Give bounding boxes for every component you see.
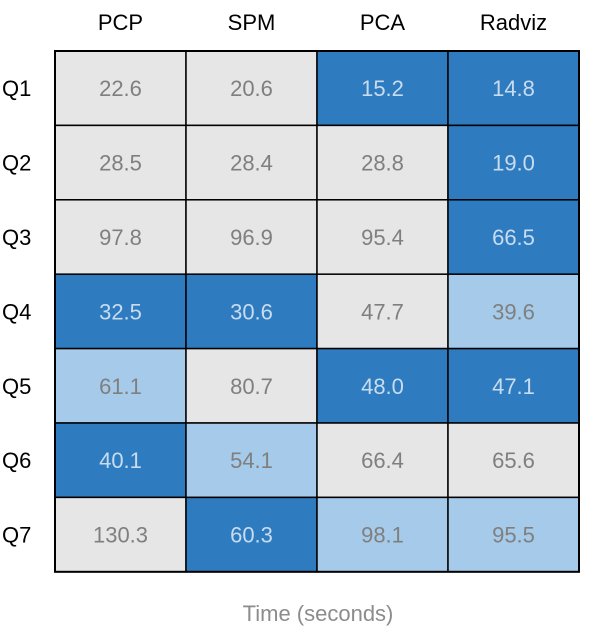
row-label-q1: Q1 bbox=[2, 76, 31, 101]
cell-value-label: 30.6 bbox=[230, 299, 273, 324]
heatmap-border bbox=[54, 50, 580, 573]
row-label-q7: Q7 bbox=[2, 523, 31, 548]
column-label-pcp: PCP bbox=[98, 10, 143, 35]
heatmap-cell-q7-radviz bbox=[447, 496, 580, 573]
heatmap-cell-q5-radviz bbox=[447, 347, 580, 424]
heatmap-cell-q6-spm bbox=[185, 422, 318, 499]
cell-value-label: 39.6 bbox=[492, 299, 535, 324]
heatmap-cell-q4-spm bbox=[185, 273, 318, 350]
cell-value-label: 48.0 bbox=[361, 374, 404, 399]
column-label-radviz: Radviz bbox=[480, 10, 547, 35]
cell-value-label: 22.6 bbox=[99, 76, 142, 101]
heatmap-cell-q2-spm bbox=[185, 124, 318, 201]
cell-value-label: 65.6 bbox=[492, 448, 535, 473]
cell-value-label: 40.1 bbox=[99, 448, 142, 473]
heatmap-cell-q7-pca bbox=[316, 496, 449, 573]
heatmap-cell-q3-radviz bbox=[447, 199, 580, 275]
cell-value-label: 60.3 bbox=[230, 523, 273, 548]
cell-value-label: 97.8 bbox=[99, 225, 142, 250]
cell-value-label: 95.4 bbox=[361, 225, 404, 250]
cell-value-label: 28.4 bbox=[230, 151, 273, 176]
heatmap-cell-q5-pca bbox=[316, 347, 449, 424]
cell-value-label: 54.1 bbox=[230, 448, 273, 473]
cell-value-label: 15.2 bbox=[361, 76, 404, 101]
cell-value-label: 19.0 bbox=[492, 151, 535, 176]
row-label-q4: Q4 bbox=[2, 299, 31, 324]
heatmap-cell-q3-spm bbox=[185, 199, 318, 275]
cell-value-label: 20.6 bbox=[230, 76, 273, 101]
heatmap-cell-q7-pcp bbox=[54, 496, 187, 573]
cell-value-label: 66.5 bbox=[492, 225, 535, 250]
cell-value-label: 98.1 bbox=[361, 523, 404, 548]
cell-value-label: 47.1 bbox=[492, 374, 535, 399]
cell-value-label: 96.9 bbox=[230, 225, 273, 250]
heatmap-cell-q2-radviz bbox=[447, 124, 580, 201]
row-label-q5: Q5 bbox=[2, 374, 31, 399]
heatmap-cell-q1-spm bbox=[185, 50, 318, 127]
cell-value-label: 95.5 bbox=[492, 523, 535, 548]
row-labels: Q1 Q2 Q3 Q4 Q5 Q6 Q7 bbox=[2, 76, 31, 547]
cell-value-label: 14.8 bbox=[492, 76, 535, 101]
heatmap-cell-q5-spm bbox=[185, 347, 318, 424]
heatmap-cell-q4-radviz bbox=[447, 273, 580, 350]
x-axis-title: Time (seconds) bbox=[243, 601, 394, 626]
cell-value-label: 32.5 bbox=[99, 299, 142, 324]
heatmap-cell-q1-pcp bbox=[54, 50, 187, 127]
column-labels: PCP SPM PCA Radviz bbox=[98, 10, 547, 35]
cell-value-label: 28.8 bbox=[361, 151, 404, 176]
row-label-q3: Q3 bbox=[2, 225, 31, 250]
heatmap-cell-q1-radviz bbox=[447, 50, 580, 127]
column-label-pca: PCA bbox=[360, 10, 406, 35]
row-label-q2: Q2 bbox=[2, 151, 31, 176]
cell-value-label: 80.7 bbox=[230, 374, 273, 399]
heatmap-cells: 22.6 20.6 15.2 14.8 28.5 28.4 28.8 19.0 97.8 96.9… bbox=[54, 50, 580, 573]
cell-value-label: 61.1 bbox=[99, 374, 142, 399]
heatmap-cell-q6-pca bbox=[316, 422, 449, 499]
row-label-q6: Q6 bbox=[2, 448, 31, 473]
cell-value-label: 130.3 bbox=[93, 523, 148, 548]
heatmap-cell-q6-pcp bbox=[54, 422, 187, 499]
cell-value-label: 66.4 bbox=[361, 448, 404, 473]
cell-value-label: 47.7 bbox=[361, 299, 404, 324]
cell-value-label: 28.5 bbox=[99, 151, 142, 176]
column-label-spm: SPM bbox=[228, 10, 276, 35]
